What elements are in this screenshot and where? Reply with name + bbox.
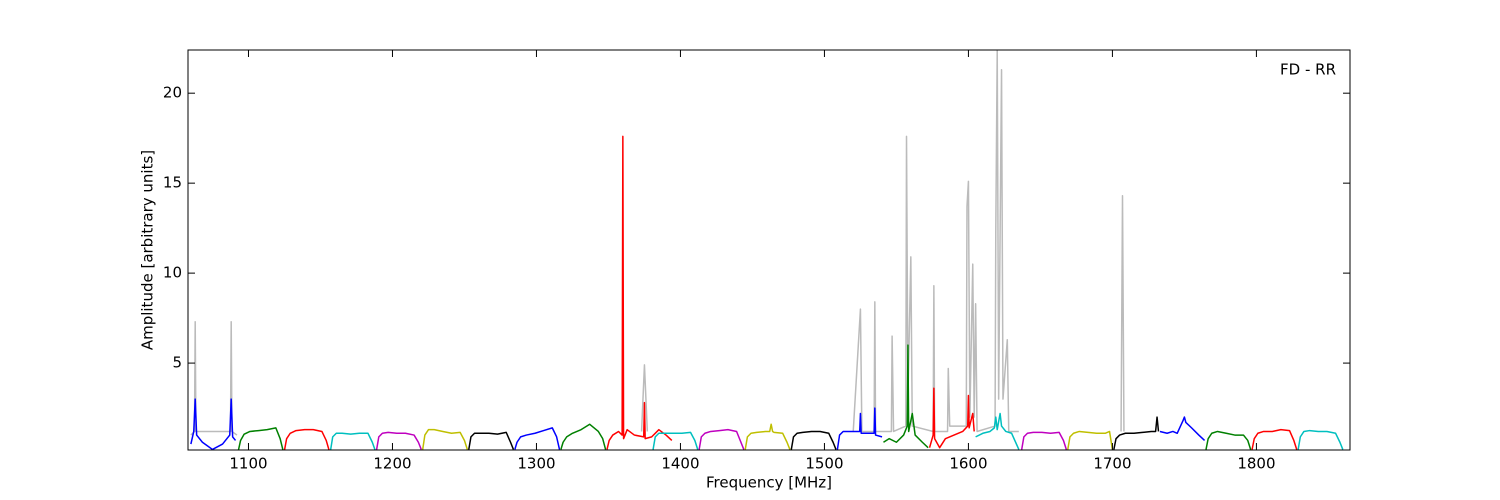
series-line [1067, 430, 1114, 450]
annotation: FD - RR [1280, 61, 1336, 79]
x-axis-label: Frequency [MHz] [706, 474, 832, 492]
series-line [190, 398, 237, 450]
series-line [836, 407, 883, 450]
x-tick-label: 1400 [661, 455, 699, 473]
plot-area [188, 50, 1350, 450]
x-tick-label: 1300 [517, 455, 555, 473]
series-line [560, 423, 607, 450]
x-tick-label: 1700 [1093, 455, 1131, 473]
series-line [1297, 429, 1344, 450]
series-line [606, 135, 673, 450]
y-axis-label: Amplitude [arbitrary units] [139, 150, 157, 350]
lines [190, 50, 1344, 450]
y-tick-label: 10 [163, 264, 182, 282]
series-line [698, 428, 745, 450]
series-line [329, 432, 376, 450]
x-tick-label: 1200 [373, 455, 411, 473]
series-line [190, 50, 1125, 436]
series-line [883, 344, 929, 449]
series-line [1251, 428, 1298, 450]
y-tick-label: 15 [163, 174, 182, 192]
x-tick-label: 1500 [805, 455, 843, 473]
series-line [744, 423, 791, 450]
series-line [468, 431, 515, 450]
series-line [237, 427, 284, 450]
series-line [928, 387, 975, 449]
plot-frame [187, 49, 1351, 451]
x-tick-label: 1100 [229, 455, 267, 473]
y-tick-label: 5 [172, 354, 182, 372]
series-line [283, 428, 330, 450]
series-line [652, 431, 699, 450]
series-line [375, 431, 422, 450]
series-line [1159, 416, 1206, 442]
series-line [790, 430, 837, 450]
series-line [421, 428, 469, 450]
series-line [1020, 431, 1068, 450]
x-tick-label: 1600 [949, 455, 987, 473]
y-tick-label: 20 [163, 84, 182, 102]
x-tick-label: 1800 [1237, 455, 1275, 473]
series-line [1113, 416, 1160, 450]
series-line [1205, 430, 1252, 450]
series-line [975, 412, 1020, 450]
series-line [514, 427, 561, 450]
